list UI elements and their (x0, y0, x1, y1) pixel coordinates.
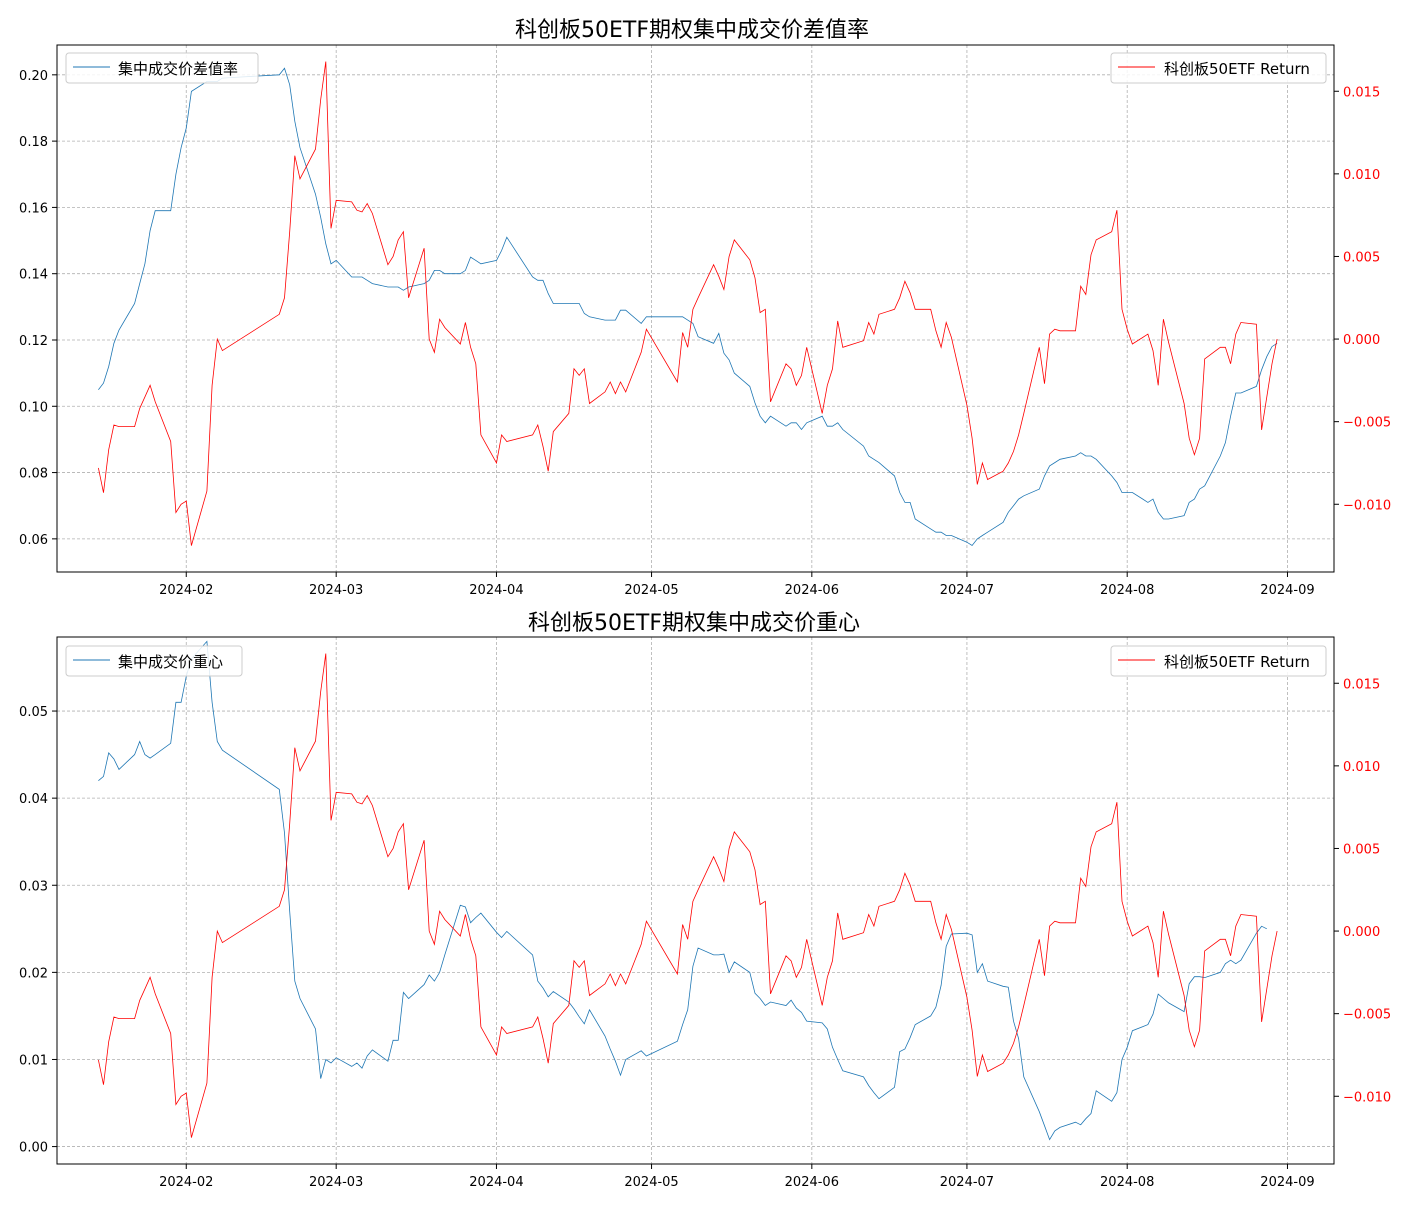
chart-2-title: 科创板50ETF期权集中成交价重心 (528, 611, 860, 636)
chart-1-plot-area (98, 61, 1278, 547)
chart-1-x-axis: 2024-02 2024-03 2024-04 2024-05 2024-06 2024-… (159, 572, 1315, 598)
chart-2: 科创板50ETF期权集中成交价重心 0.000.010.020.030.040.… (19, 611, 1391, 1190)
right-y-tick-label: 0.015 (1343, 85, 1380, 100)
x-tick-label: 2024-09 (1260, 1175, 1314, 1190)
chart-2-frame (56, 636, 1335, 1165)
chart-1-right-axis: −0.010 −0.005 0.000 0.005 0.010 0.015 (1334, 85, 1391, 513)
x-tick-label: 2024-06 (785, 583, 839, 598)
chart-1-frame (56, 44, 1335, 573)
x-tick-label: 2024-04 (469, 583, 523, 598)
right-y-tick-label: 0.010 (1343, 760, 1380, 775)
left-y-tick-label: 0.20 (19, 69, 48, 84)
left-y-tick-label: 0.08 (19, 467, 48, 482)
right-y-tick-label: −0.005 (1343, 416, 1391, 431)
x-tick-label: 2024-08 (1100, 1175, 1154, 1190)
series-line-left (98, 640, 1267, 1141)
left-y-tick-label: 0.12 (19, 334, 48, 349)
left-y-tick-label: 0.01 (19, 1053, 48, 1068)
chart-1: 科创板50ETF期权集中成交价差值率 0.060.080.100.120.140… (19, 18, 1391, 598)
x-tick-label: 2024-05 (624, 1175, 678, 1190)
series-line-right (98, 653, 1278, 1138)
left-y-tick-label: 0.18 (19, 135, 48, 150)
x-tick-label: 2024-02 (159, 1175, 213, 1190)
chart-2-legend-left-label: 集中成交价重心 (118, 653, 223, 671)
x-tick-label: 2024-03 (309, 583, 363, 598)
chart-1-title: 科创板50ETF期权集中成交价差值率 (515, 18, 869, 43)
chart-1-left-axis: 0.06 0.08 0.10 0.12 0.14 0.16 0.18 0.20 (19, 69, 57, 548)
chart-2-right-axis: −0.010 −0.005 0.000 0.005 0.010 0.015 (1334, 677, 1391, 1105)
x-tick-label: 2024-06 (785, 1175, 839, 1190)
chart-1-grid (57, 45, 1334, 572)
chart-2-grid (57, 637, 1334, 1164)
left-y-tick-label: 0.00 (19, 1141, 48, 1156)
right-y-tick-label: −0.005 (1343, 1008, 1391, 1023)
right-y-tick-label: 0.000 (1343, 925, 1380, 940)
chart-2-x-axis: 2024-02 2024-03 2024-04 2024-05 2024-06 2024-… (159, 1164, 1315, 1190)
x-tick-label: 2024-03 (309, 1175, 363, 1190)
left-y-tick-label: 0.10 (19, 400, 48, 415)
x-tick-label: 2024-08 (1100, 583, 1154, 598)
right-y-tick-label: 0.005 (1343, 842, 1380, 857)
right-y-tick-label: 0.015 (1343, 677, 1380, 692)
left-y-tick-label: 0.05 (19, 705, 48, 720)
right-y-tick-label: −0.010 (1343, 498, 1391, 513)
x-tick-label: 2024-09 (1260, 583, 1314, 598)
chart-2-left-axis: 0.00 0.01 0.02 0.03 0.04 0.05 (19, 705, 57, 1156)
chart-2-legend-left: 集中成交价重心 (65, 645, 243, 677)
x-tick-label: 2024-07 (940, 1175, 994, 1190)
chart-2-legend-right-label: 科创板50ETF Return (1164, 653, 1310, 671)
chart-1-legend-left: 集中成交价差值率 (65, 52, 259, 84)
right-y-tick-label: 0.000 (1343, 333, 1380, 348)
left-y-tick-label: 0.06 (19, 533, 48, 548)
left-y-tick-label: 0.04 (19, 792, 48, 807)
chart-1-legend-right: 科创板50ETF Return (1110, 52, 1327, 84)
x-tick-label: 2024-07 (940, 583, 994, 598)
x-tick-label: 2024-04 (469, 1175, 523, 1190)
chart-1-legend-right-label: 科创板50ETF Return (1164, 60, 1310, 78)
left-y-tick-label: 0.16 (19, 201, 48, 216)
left-y-tick-label: 0.14 (19, 268, 48, 283)
left-y-tick-label: 0.03 (19, 879, 48, 894)
series-line-left (98, 67, 1278, 547)
series-line-right (98, 61, 1278, 546)
right-y-tick-label: −0.010 (1343, 1090, 1391, 1105)
x-tick-label: 2024-05 (624, 583, 678, 598)
chart-1-legend-left-label: 集中成交价差值率 (118, 60, 238, 78)
chart-2-legend-right: 科创板50ETF Return (1110, 645, 1327, 677)
right-y-tick-label: 0.005 (1343, 250, 1380, 265)
right-y-tick-label: 0.010 (1343, 168, 1380, 183)
left-y-tick-label: 0.02 (19, 966, 48, 981)
x-tick-label: 2024-02 (159, 583, 213, 598)
chart-2-plot-area (98, 640, 1278, 1141)
